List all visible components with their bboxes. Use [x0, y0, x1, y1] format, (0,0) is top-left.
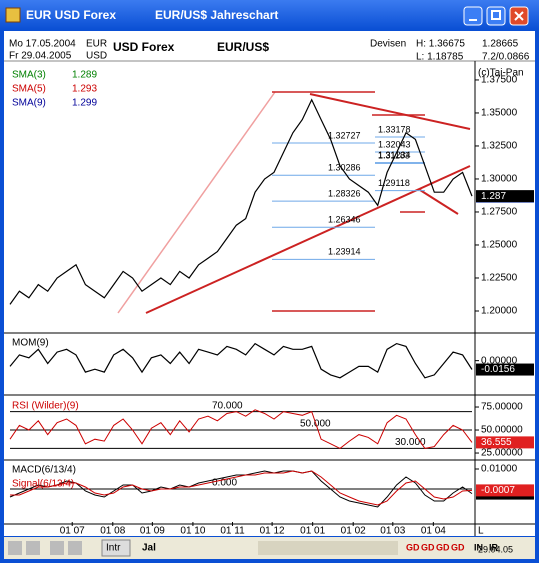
- window-subtitle: EUR/US$ Jahreschart: [155, 8, 278, 22]
- copyright: (c)Tai-Pan: [478, 68, 524, 79]
- low: L: 1.18785: [416, 52, 464, 63]
- minimize-button[interactable]: [463, 6, 483, 26]
- level-label: 0.000: [212, 478, 237, 489]
- currency: USD: [86, 51, 107, 62]
- legend-value: 1.293: [72, 84, 97, 95]
- fib-fan-line: [117, 91, 276, 314]
- x-tick-label: 01 01: [300, 526, 325, 537]
- data-line: [9, 409, 473, 449]
- tool-icon[interactable]: [50, 541, 64, 555]
- legend-name: RSI (Wilder)(9): [12, 401, 79, 412]
- fib-label: 1.29118: [378, 178, 410, 188]
- value-box: [476, 363, 534, 376]
- value-box-label: -0.0156: [481, 364, 515, 375]
- x-tick-label: 01 11: [220, 526, 245, 537]
- high: H: 1.36675: [416, 39, 465, 50]
- value-box-label: -0.0007: [481, 485, 515, 496]
- tool-icon[interactable]: [26, 541, 40, 555]
- window-title: EUR USD Forex: [26, 8, 116, 22]
- y-tick-label: 1.22500: [481, 273, 518, 284]
- legend-name: SMA(9): [12, 98, 46, 109]
- x-tick-label: 01 12: [260, 526, 285, 537]
- value-box-label: 1.287: [481, 191, 506, 202]
- y-tick-label: 1.37500: [481, 75, 518, 86]
- tool-icon[interactable]: [68, 541, 82, 555]
- currency: EUR: [86, 39, 107, 50]
- instrument-name: USD Forex: [113, 40, 175, 54]
- tool-icon[interactable]: [8, 541, 22, 555]
- y-tick-label: 0.00000: [481, 355, 518, 366]
- y-tick-label: 1.20000: [481, 306, 518, 317]
- fib-label: 1.26346: [328, 215, 361, 225]
- legend-name: SMA(5): [12, 84, 46, 95]
- x-tick-label: 01 04: [421, 526, 446, 537]
- legend-value: 1.299: [72, 98, 97, 109]
- toolbar-button[interactable]: GD: [436, 542, 450, 552]
- market: Devisen: [370, 39, 406, 50]
- toolbar-button[interactable]: GD: [421, 542, 435, 552]
- x-tick-label: 01 10: [180, 526, 205, 537]
- last-marker: L: [478, 526, 484, 537]
- y-tick-label: 1.30000: [481, 174, 518, 185]
- tab-label: Intr: [106, 543, 121, 554]
- level-label: 70.000: [212, 400, 243, 411]
- value-box-label: 36.555: [481, 437, 512, 448]
- window-button-glyphs: [469, 10, 524, 21]
- data-line: [10, 470, 473, 506]
- value-box: [476, 484, 534, 497]
- client-area: [4, 31, 535, 536]
- legend-name: Signal(6/13/4): [12, 479, 74, 490]
- x-tick-label: 01 03: [380, 526, 405, 537]
- instrument-symbol: EUR/US$: [217, 40, 269, 54]
- date-from: Mo 17.05.2004: [9, 39, 76, 50]
- x-tick-label: 01 07: [60, 526, 85, 537]
- fib-label: 1.32727: [328, 130, 361, 140]
- fib-label: 1.23914: [328, 247, 361, 257]
- panel-title: MOM(9): [12, 338, 49, 349]
- resistance-trendline: [309, 93, 471, 130]
- data-line: [9, 98, 473, 305]
- toolbar-button[interactable]: IN: [474, 542, 483, 552]
- value-box: [476, 190, 534, 203]
- fib-label: 1.28326: [328, 188, 361, 198]
- x-tick-label: 01 08: [100, 526, 125, 537]
- data-line: [9, 342, 473, 379]
- y-tick-label: 25.00000: [481, 448, 523, 459]
- y-tick-label: 75.00000: [481, 402, 523, 413]
- tool-icons[interactable]: [258, 541, 398, 555]
- data-line: [9, 470, 473, 508]
- tab-label: Jal: [142, 543, 156, 554]
- date-to: Fr 29.04.2005: [9, 51, 72, 62]
- y-tick-label: 1.32500: [481, 141, 518, 152]
- last-date: 29.04.05: [478, 544, 513, 554]
- last-price: 1.28665: [482, 39, 519, 50]
- triangle-line: [419, 189, 459, 215]
- app-icon: [5, 7, 21, 23]
- y-tick-label: 1.25000: [481, 240, 518, 251]
- legend-name: MACD(6/13/4): [12, 465, 76, 476]
- change: 7.2/0.0866: [482, 52, 530, 63]
- fib-label: 1.30286: [328, 163, 361, 173]
- fib-label: 1.31234: [378, 150, 411, 160]
- y-tick-label: 50.00000: [481, 425, 523, 436]
- toolbar-button[interactable]: GD: [451, 542, 465, 552]
- toolbar-button[interactable]: IR: [489, 542, 499, 552]
- fib-label: 1.32043: [378, 139, 411, 149]
- x-tick-label: 01 09: [140, 526, 165, 537]
- level-label: 30.000: [395, 437, 426, 448]
- legend-name: SMA(3): [12, 70, 46, 81]
- value-box: [476, 436, 534, 449]
- title-bar: [0, 0, 539, 30]
- tab[interactable]: [101, 539, 131, 557]
- legend-value: 1.289: [72, 70, 97, 81]
- y-tick-label: 1.35000: [481, 108, 518, 119]
- toolbar-button[interactable]: GD: [406, 542, 420, 552]
- fib-label: 1.31183: [378, 151, 410, 161]
- y-tick-label: 0.01000: [481, 464, 518, 475]
- y-tick-label: 1.27500: [481, 207, 518, 218]
- maximize-button[interactable]: [486, 6, 506, 26]
- x-tick-label: 01 02: [341, 526, 366, 537]
- fib-label: 1.33178: [378, 124, 411, 134]
